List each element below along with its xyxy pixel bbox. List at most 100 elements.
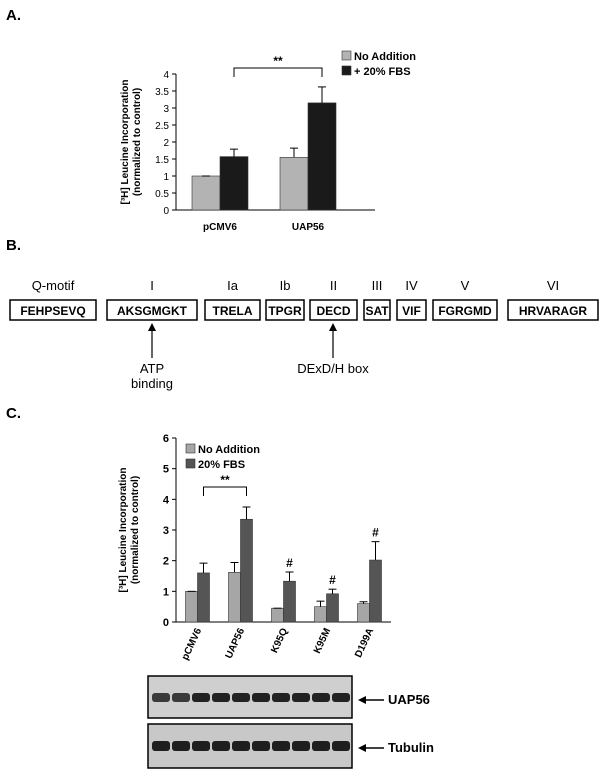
band (272, 741, 290, 751)
blot (147, 675, 353, 769)
y-tick-label: 1.5 (155, 155, 169, 166)
motif-name: V (461, 278, 470, 293)
significance-mark: # (286, 556, 293, 570)
motif-note: DExD/H box (297, 361, 369, 376)
panel-label: A. (6, 7, 21, 24)
bar (326, 593, 339, 623)
motif-name: Ib (280, 278, 291, 293)
motif-sequence: TPGR (268, 304, 302, 318)
legend-label: + 20% FBS (354, 66, 411, 78)
motif-name: IV (405, 278, 418, 293)
legend-label: 20% FBS (198, 459, 245, 471)
arrow-head (358, 696, 366, 704)
y-tick-label: 0 (163, 206, 169, 217)
band (332, 741, 350, 751)
bar (191, 175, 221, 211)
x-tick-label: UAP56 (224, 626, 248, 660)
panel-label: B. (6, 237, 21, 254)
y-axis-label: (normalized to control) (132, 88, 143, 196)
arrow-head (358, 744, 366, 752)
motif-sequence: FEHPSEVQ (20, 304, 85, 318)
y-axis-label: [³H] Leucine Incorporation (118, 468, 129, 593)
bar (369, 559, 382, 623)
band (332, 693, 350, 702)
motif-box (432, 299, 498, 321)
motif-box (309, 299, 358, 321)
bar (279, 157, 309, 211)
band (152, 693, 170, 702)
motif-name: I (150, 278, 154, 293)
y-tick-label: 3.5 (155, 87, 169, 98)
motif-sequence: TRELA (213, 304, 253, 318)
x-tick-label: D199A (353, 627, 376, 660)
band (272, 693, 290, 702)
significance-label: ** (273, 54, 283, 68)
y-tick-label: 5 (163, 464, 169, 476)
bar (307, 102, 337, 211)
band (252, 693, 270, 702)
motif-name: II (330, 278, 337, 293)
motif-sequence: AKSGMGKT (117, 304, 188, 318)
y-tick-label: 6 (163, 433, 169, 445)
x-tick-label: K95Q (269, 626, 290, 655)
motif-name: III (372, 278, 383, 293)
band (292, 741, 310, 751)
y-tick-label: 2 (163, 138, 169, 149)
legend-swatch (185, 443, 196, 454)
band (232, 693, 250, 702)
motif-box (106, 299, 198, 321)
motif-name: Ia (227, 278, 239, 293)
motif-box (396, 299, 427, 321)
motif-sequence: VIF (402, 304, 421, 318)
bar (197, 572, 210, 623)
band (312, 693, 330, 702)
y-tick-label: 4 (163, 494, 170, 506)
blot-label: UAP56 (388, 692, 430, 707)
band (172, 693, 190, 702)
y-tick-label: 2.5 (155, 121, 169, 132)
bar (357, 603, 370, 623)
blot-bands (152, 693, 350, 751)
motif-sequence: FGRGMD (438, 304, 492, 318)
band (172, 741, 190, 751)
motif-box (265, 299, 305, 321)
x-tick-label: UAP56 (292, 222, 325, 233)
bar (228, 572, 241, 623)
y-tick-label: 0 (163, 617, 169, 629)
legend-label: No Addition (198, 444, 260, 456)
motif-sequence: SAT (365, 304, 389, 318)
motif-name: Q-motif (32, 278, 75, 293)
panel-label: C. (6, 405, 21, 422)
band (212, 741, 230, 751)
legend-swatch (341, 50, 352, 61)
y-tick-label: 3 (163, 525, 169, 537)
x-tick-label: K95M (312, 627, 333, 656)
significance-bracket (233, 67, 323, 77)
legend-swatch (185, 458, 196, 469)
band (152, 741, 170, 751)
band (232, 741, 250, 751)
blot-label: Tubulin (388, 740, 434, 755)
band (192, 741, 210, 751)
y-tick-label: 2 (163, 556, 169, 568)
motif-box (9, 299, 97, 321)
motif-box (363, 299, 391, 321)
motif-box (507, 299, 599, 321)
band (212, 693, 230, 702)
motif-sequence: DECD (316, 304, 350, 318)
y-tick-label: 1 (163, 586, 169, 598)
bar (240, 518, 253, 623)
significance-mark: # (329, 573, 336, 587)
arrow-head (148, 323, 156, 331)
y-tick-label: 0.5 (155, 189, 169, 200)
band (292, 693, 310, 702)
x-tick-label: pCMV6 (180, 626, 204, 662)
significance-label: ** (220, 473, 230, 487)
legend-swatch (341, 65, 352, 76)
y-axis-label: [³H] Leucine Incorporation (120, 80, 131, 205)
bar (283, 580, 296, 623)
x-tick-label: pCMV6 (203, 222, 237, 233)
y-tick-label: 3 (163, 104, 169, 115)
legend-label: No Addition (354, 51, 416, 63)
